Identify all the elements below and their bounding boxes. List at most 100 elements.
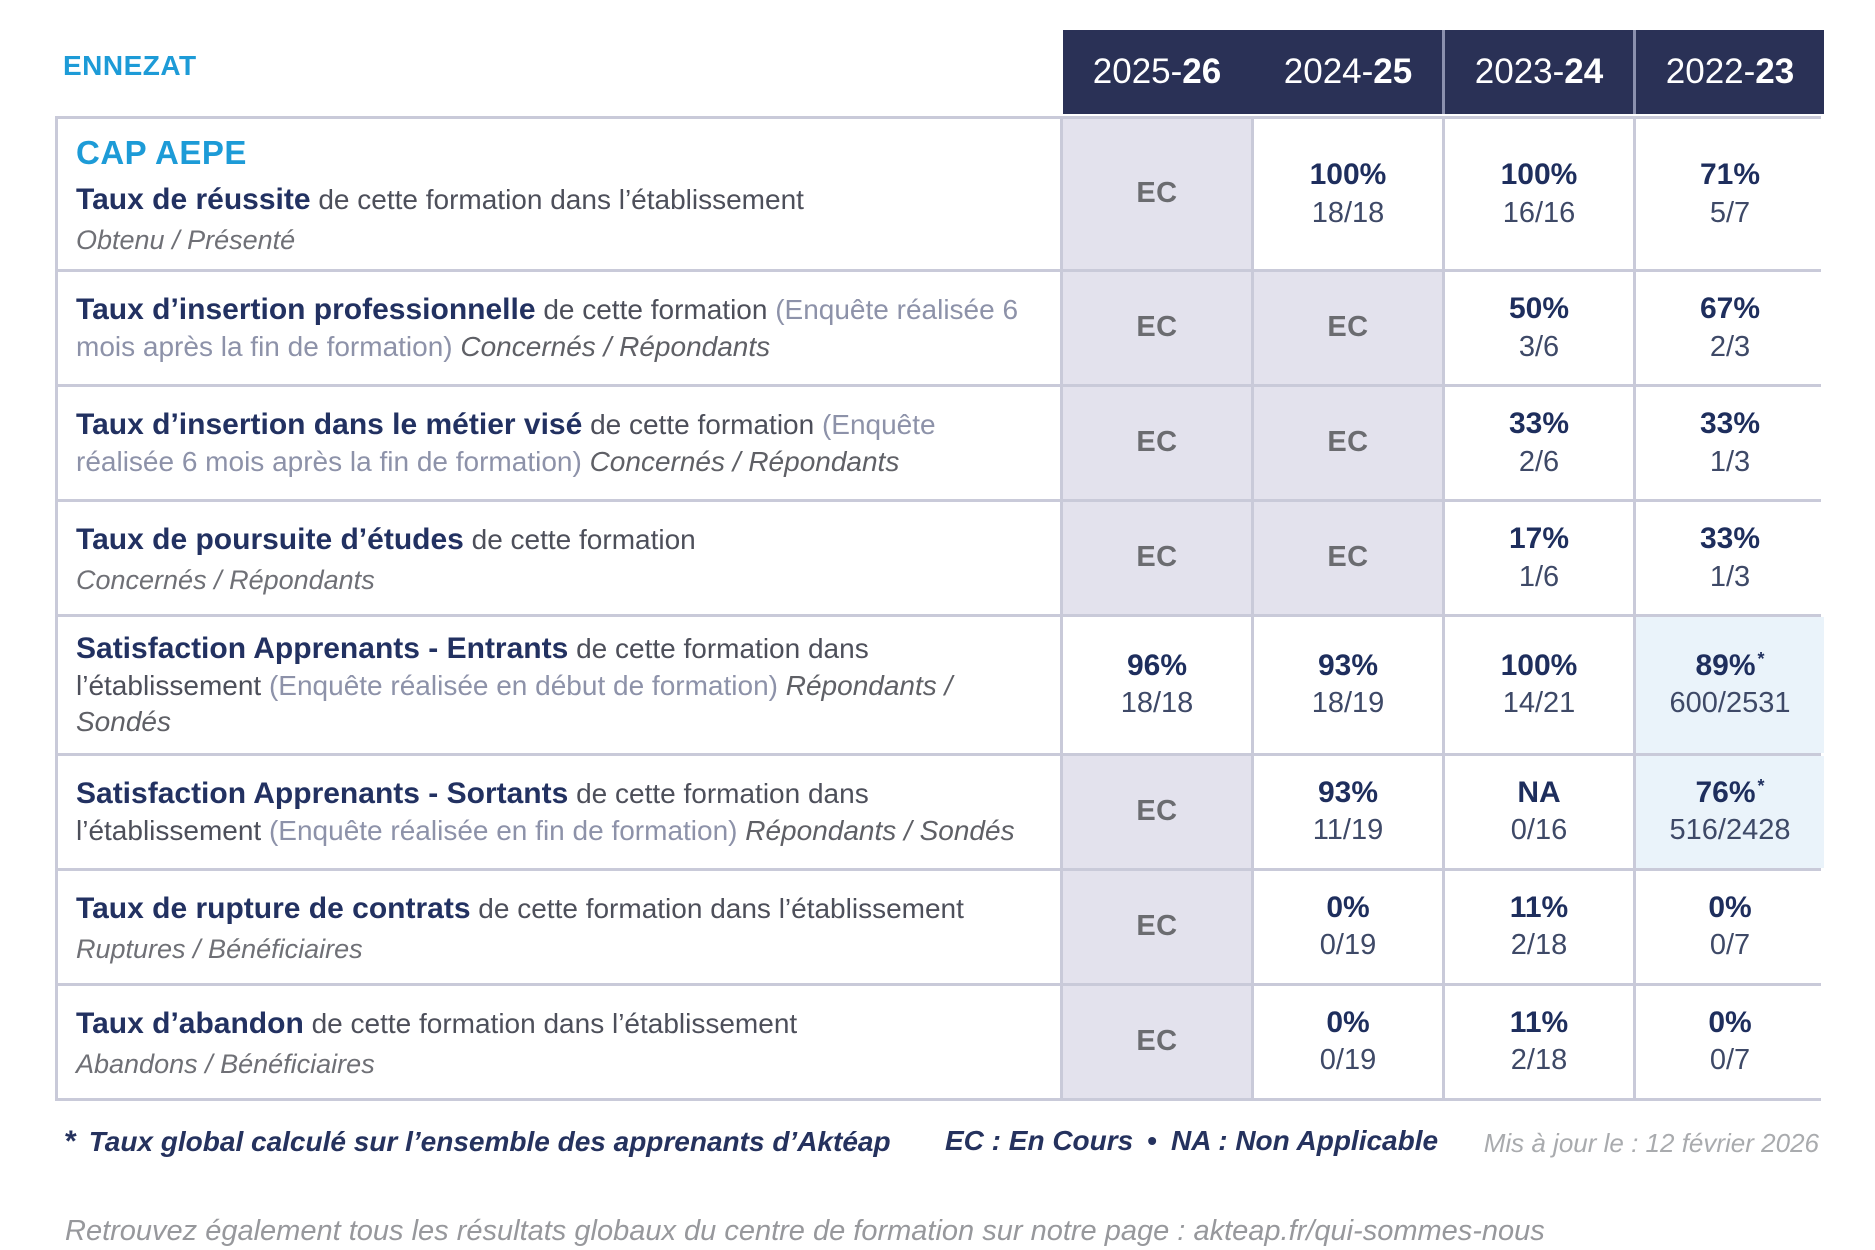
row-subnote-inline: Répondants / Sondés — [76, 670, 953, 738]
data-cell: 33% 2/6 — [1445, 387, 1633, 499]
cell-fraction: 2/18 — [1510, 929, 1568, 962]
cell-value-text: 33% — [1508, 407, 1570, 441]
data-cell: 71% 5/7 — [1636, 119, 1824, 269]
data-cell: EC — [1254, 387, 1442, 499]
data-cell: 0% 0/7 — [1636, 985, 1824, 1098]
asterisk-marker: * — [1757, 775, 1765, 796]
asterisk-marker: * — [65, 1124, 77, 1158]
row-survey-note: (Enquête réalisée 6 mois après la fin de… — [76, 294, 1019, 363]
updated-date: Mis à jour le : 12 février 2026 — [1483, 1127, 1819, 1158]
cell-value: 96% — [1127, 649, 1187, 684]
cell-value-text: EC — [1136, 795, 1178, 828]
cell-value: EC — [1327, 541, 1368, 574]
cell-value: 0% — [1326, 1006, 1369, 1041]
header-divider — [1442, 30, 1445, 114]
data-cell: 50% 3/6 — [1445, 272, 1633, 384]
cell-value-text: EC — [1136, 426, 1178, 459]
row-title: Taux de poursuite d’études — [76, 523, 464, 556]
row-label-cell: Taux de poursuite d’études de cette form… — [58, 502, 1060, 614]
cell-fraction: 0/16 — [1510, 814, 1568, 847]
cell-value-text: 50% — [1508, 292, 1570, 326]
row-subnote-block: Abandons / Bénéficiaires — [76, 1048, 375, 1079]
row-label-cell: Taux d’insertion dans le métier visé de … — [58, 387, 1060, 499]
cell-fraction: 2/6 — [1518, 445, 1560, 478]
data-cell: 100% 14/21 — [1445, 617, 1633, 753]
row-survey-note: (Enquête réalisée en fin de formation) — [268, 815, 738, 847]
cell-value-text: 100% — [1500, 158, 1578, 192]
row-label-cell: Satisfaction Apprenants - Sortants de ce… — [58, 755, 1060, 868]
row-subnote-block: Obtenu / Présenté — [76, 225, 296, 255]
cell-value: EC — [1136, 795, 1177, 828]
site-label: ENNEZAT — [63, 50, 197, 81]
data-cell: 76% * 516/2428 — [1636, 755, 1824, 868]
cell-value: 100% — [1501, 158, 1578, 193]
cell-value-text: 100% — [1500, 648, 1578, 682]
cell-value-text: 93% — [1317, 775, 1379, 809]
column-header-2023-24: 2023- 24 — [1445, 30, 1633, 114]
cell-value: EC — [1136, 177, 1177, 210]
year-suffix: 26 — [1182, 52, 1222, 91]
cell-value: NA — [1517, 776, 1560, 811]
legend-ec: EC : En Cours — [945, 1124, 1134, 1156]
data-cell: EC — [1063, 502, 1251, 614]
cell-value-text: EC — [1327, 311, 1369, 344]
cell-value-text: NA — [1517, 775, 1561, 809]
row-title: Taux de rupture de contrats — [76, 891, 471, 925]
cell-value: 93% — [1318, 649, 1378, 684]
bottom-note-text: Retrouvez également tous les résultats g… — [65, 1214, 1194, 1247]
row-label: Satisfaction Apprenants - Entrants de ce… — [76, 629, 1034, 741]
data-cell: 93% 18/19 — [1254, 617, 1442, 753]
year-prefix: 2023- — [1474, 52, 1565, 91]
cell-value: 0% — [1708, 891, 1751, 926]
cell-value: 33% — [1509, 407, 1569, 442]
footnote-text: Taux global calculé sur l’ensemble des a… — [88, 1125, 891, 1157]
cell-value-text: EC — [1136, 541, 1178, 574]
data-cell: NA 0/16 — [1445, 755, 1633, 868]
cell-value-text: 11% — [1509, 1005, 1569, 1039]
data-cell: 33% 1/3 — [1636, 387, 1824, 499]
row-label: Taux d’insertion professionnelle de cett… — [76, 290, 1034, 365]
cell-value-text: 96% — [1126, 648, 1188, 682]
results-table: CAP AEPE Taux de réussite de cette forma… — [55, 116, 1824, 1101]
row-subnote-block: Concernés / Répondants — [76, 565, 375, 595]
cell-value: 67% — [1700, 292, 1760, 327]
cell-value: 100% — [1501, 649, 1578, 684]
row-label: Taux d’abandon de cette formation dans l… — [76, 1004, 797, 1043]
footer-line: * Taux global calculé sur l’ensemble des … — [55, 1123, 1821, 1167]
row-label: Taux de poursuite d’études de cette form… — [76, 520, 696, 559]
cell-fraction: 18/18 — [1120, 687, 1194, 720]
data-cell: 67% 2/3 — [1636, 272, 1824, 384]
data-cell: 96% 18/18 — [1063, 617, 1251, 753]
year-prefix: 2025- — [1092, 52, 1183, 91]
cell-value: EC — [1136, 426, 1177, 459]
cell-value-text: 33% — [1699, 407, 1761, 441]
column-header-2022-23: 2022- 23 — [1636, 30, 1824, 114]
akteap-link[interactable]: akteap.fr/qui-sommes-nous — [1193, 1214, 1545, 1247]
cell-value-text: 0% — [1708, 890, 1752, 924]
cell-fraction: 18/18 — [1311, 196, 1385, 229]
cell-value: 0% — [1708, 1006, 1751, 1041]
cell-value: EC — [1327, 426, 1368, 459]
row-title: Taux d’insertion dans le métier visé — [76, 408, 583, 442]
cell-value: EC — [1136, 910, 1177, 943]
row-title: Taux d’insertion professionnelle — [76, 293, 536, 327]
cell-value: EC — [1136, 1025, 1177, 1058]
data-cell: 11% 2/18 — [1445, 870, 1633, 983]
cell-value-text: 71% — [1699, 158, 1761, 192]
cell-value-text: 0% — [1708, 1005, 1752, 1039]
row-description: de cette formation — [590, 409, 815, 441]
legend-separator: • — [1147, 1124, 1158, 1156]
cell-value: 0% — [1326, 891, 1369, 926]
row-subnote-block: Ruptures / Bénéficiaires — [76, 933, 363, 964]
row-label-cell: Satisfaction Apprenants - Entrants de ce… — [58, 617, 1060, 753]
cell-fraction: 516/2428 — [1669, 814, 1791, 847]
cell-value-text: 0% — [1326, 1005, 1370, 1039]
row-description: de cette formation — [543, 294, 768, 326]
row-label-cell: CAP AEPE Taux de réussite de cette forma… — [58, 119, 1060, 269]
cell-fraction: 0/7 — [1709, 929, 1751, 962]
data-cell: 93% 11/19 — [1254, 755, 1442, 868]
row-label-cell: Taux d’insertion professionnelle de cett… — [58, 272, 1060, 384]
row-subnote-inline: Concernés / Répondants — [589, 446, 900, 478]
cell-fraction: 0/19 — [1319, 1044, 1377, 1077]
year-suffix: 25 — [1373, 52, 1413, 91]
